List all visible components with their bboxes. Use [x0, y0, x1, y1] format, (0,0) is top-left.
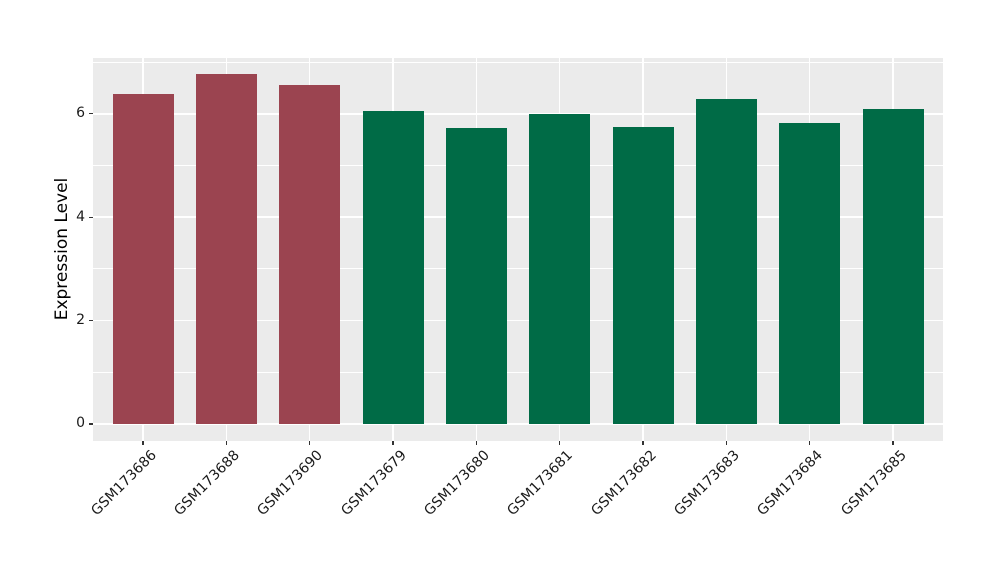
x-tick-mark — [309, 441, 311, 445]
y-tick-label: 6 — [76, 105, 85, 122]
y-tick-label: 4 — [76, 208, 85, 225]
x-tick-mark — [892, 441, 894, 445]
y-tick-label: 2 — [76, 312, 85, 329]
bar-GSM173683 — [695, 98, 757, 424]
bar-GSM173681 — [529, 113, 591, 424]
x-tick-mark — [809, 441, 811, 445]
x-tick-mark — [225, 441, 227, 445]
x-tick-label: GSM173679 — [338, 447, 410, 519]
major-gridline-horizontal — [93, 216, 943, 218]
bar-GSM173680 — [445, 127, 507, 424]
x-tick-mark — [559, 441, 561, 445]
x-tick-label: GSM173686 — [88, 447, 160, 519]
x-tick-mark — [142, 441, 144, 445]
x-tick-mark — [725, 441, 727, 445]
y-axis-title: Expression Level — [52, 177, 72, 321]
minor-gridline-horizontal — [93, 371, 943, 373]
minor-gridline-horizontal — [93, 165, 943, 166]
x-tick-mark — [642, 441, 644, 445]
bar-GSM173685 — [862, 109, 924, 424]
y-tick-mark — [89, 216, 93, 218]
x-tick-label: GSM173680 — [421, 447, 493, 519]
major-gridline-horizontal — [93, 113, 943, 115]
y-tick-label: 0 — [76, 415, 85, 432]
bar-GSM173686 — [112, 94, 174, 424]
y-tick-mark — [89, 319, 93, 322]
x-tick-label: GSM173685 — [838, 447, 910, 519]
x-tick-label: GSM173681 — [504, 447, 577, 519]
bar-GSM173684 — [779, 123, 841, 424]
x-tick-mark — [475, 441, 477, 445]
x-tick-label: GSM173684 — [754, 447, 827, 519]
bar-GSM173679 — [362, 111, 424, 424]
x-tick-label: GSM173688 — [171, 447, 243, 519]
bar-GSM173690 — [279, 84, 341, 424]
minor-gridline-horizontal — [93, 61, 943, 63]
x-tick-label: GSM173690 — [254, 447, 327, 519]
plot-panel — [93, 58, 943, 441]
bar-GSM173682 — [612, 127, 674, 424]
major-gridline-horizontal — [93, 319, 943, 322]
major-gridline-horizontal — [93, 423, 943, 425]
minor-gridline-horizontal — [93, 268, 943, 270]
x-tick-label: GSM173683 — [671, 447, 743, 519]
x-tick-mark — [392, 441, 394, 445]
y-tick-mark — [89, 423, 93, 425]
x-tick-label: GSM173682 — [588, 447, 660, 519]
y-tick-mark — [89, 113, 93, 115]
bar-GSM173688 — [195, 74, 257, 424]
